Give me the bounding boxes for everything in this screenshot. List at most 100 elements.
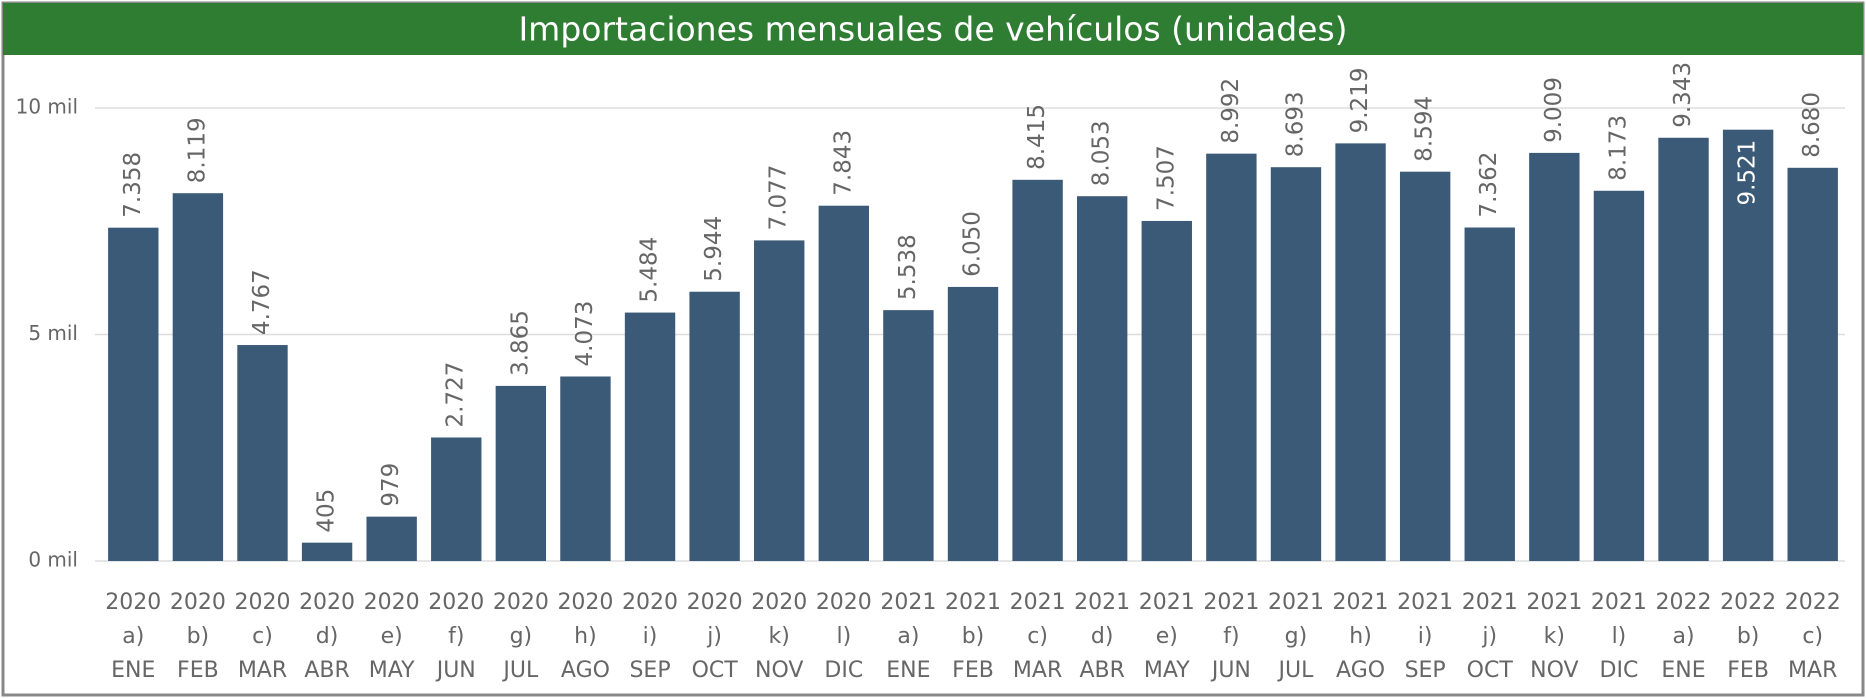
bar — [1658, 137, 1709, 562]
x-tick-label: ENE — [1661, 658, 1705, 683]
x-tick-label: MAR — [1013, 658, 1062, 683]
value-label: 9.009 — [1541, 77, 1567, 143]
value-label: 6.050 — [960, 211, 986, 277]
x-tick-label: 2021 — [1462, 590, 1518, 615]
x-tick-label: 2021 — [1203, 590, 1259, 615]
x-tick-label: 2021 — [880, 590, 936, 615]
x-tick-label: d) — [1091, 624, 1114, 649]
x-tick-label: c) — [1027, 624, 1048, 649]
x-tick-label: MAR — [1788, 658, 1837, 683]
x-tick-label: 2020 — [364, 590, 420, 615]
x-tick-label: j) — [706, 624, 722, 649]
value-label: 4.073 — [572, 301, 598, 367]
x-tick-label: MAY — [369, 658, 415, 683]
x-tick-label: JUL — [1277, 658, 1315, 683]
x-tick-label: 2021 — [1268, 590, 1324, 615]
x-tick-label: MAY — [1144, 658, 1190, 683]
y-tick-label: 5 mil — [28, 321, 78, 345]
title-bar — [3, 3, 1863, 55]
bar — [754, 240, 805, 561]
bar — [366, 516, 417, 561]
value-label: 5.538 — [895, 234, 921, 300]
x-tick-label: c) — [1802, 624, 1823, 649]
value-label: 3.865 — [507, 310, 533, 376]
x-tick-label: 2021 — [1010, 590, 1066, 615]
value-label: 8.992 — [1218, 78, 1244, 144]
x-tick-label: SEP — [1405, 658, 1446, 683]
x-tick-label: SEP — [629, 658, 670, 683]
bar — [1787, 167, 1838, 561]
x-tick-label: b) — [1737, 624, 1760, 649]
x-tick-label: DIC — [824, 658, 863, 683]
value-label: 9.521 — [1735, 140, 1761, 206]
x-tick-label: c) — [252, 624, 273, 649]
bar — [1206, 153, 1257, 561]
x-tick-label: DIC — [1600, 658, 1639, 683]
x-tick-label: i) — [643, 624, 658, 649]
chart-title: Importaciones mensuales de vehículos (un… — [518, 10, 1347, 49]
x-tick-label: k) — [769, 624, 790, 649]
x-tick-label: 2022 — [1720, 590, 1776, 615]
x-tick-label: FEB — [952, 658, 994, 683]
bar — [108, 227, 159, 561]
bar — [1722, 129, 1774, 561]
x-tick-label: 2020 — [687, 590, 743, 615]
x-tick-label: l) — [1612, 624, 1627, 649]
x-tick-label: JUN — [435, 658, 476, 683]
x-tick-label: FEB — [177, 658, 219, 683]
bar — [1593, 190, 1645, 561]
value-label: 4.767 — [249, 269, 275, 335]
x-tick-label: b) — [962, 624, 985, 649]
x-tick-label: OCT — [692, 658, 739, 683]
x-tick-label: l) — [836, 624, 851, 649]
x-tick-label: h) — [1349, 624, 1372, 649]
x-tick-label: JUN — [1210, 658, 1251, 683]
x-tick-label: a) — [897, 624, 919, 649]
x-tick-label: MAR — [238, 658, 287, 683]
x-tick-label: f) — [1223, 624, 1239, 649]
x-tick-label: a) — [1672, 624, 1694, 649]
x-tick-label: h) — [574, 624, 597, 649]
x-tick-label: 2020 — [105, 590, 161, 615]
x-tick-label: JUL — [501, 658, 539, 683]
x-tick-label: 2021 — [1139, 590, 1195, 615]
x-tick-label: 2020 — [557, 590, 613, 615]
x-tick-label: 2020 — [622, 590, 678, 615]
x-tick-label: 2021 — [945, 590, 1001, 615]
bar — [883, 310, 934, 561]
x-tick-label: b) — [187, 624, 210, 649]
x-tick-label: a) — [122, 624, 144, 649]
y-tick-label: 10 mil — [16, 95, 78, 119]
x-tick-label: ABR — [1079, 658, 1124, 683]
bar — [624, 312, 676, 561]
bar — [1270, 167, 1322, 562]
x-tick-label: OCT — [1467, 658, 1514, 683]
value-label: 7.843 — [830, 130, 856, 196]
value-label: 8.594 — [1412, 96, 1438, 162]
value-label: 8.173 — [1605, 115, 1631, 181]
x-tick-label: 2022 — [1656, 590, 1712, 615]
x-tick-label: FEB — [1727, 658, 1769, 683]
bar — [947, 286, 999, 561]
x-tick-label: NOV — [755, 658, 803, 683]
bar — [1464, 227, 1515, 561]
bar — [1399, 171, 1451, 561]
value-label: 7.358 — [120, 152, 146, 218]
bar — [237, 345, 288, 561]
x-tick-label: 2020 — [299, 590, 355, 615]
bar — [1141, 220, 1192, 561]
y-tick-label: 0 mil — [28, 548, 78, 572]
value-label: 5.484 — [637, 237, 663, 303]
bar — [495, 385, 547, 561]
bar — [689, 291, 740, 561]
x-tick-label: 2020 — [428, 590, 484, 615]
x-tick-label: NOV — [1530, 658, 1578, 683]
x-tick-label: g) — [510, 624, 533, 649]
x-tick-label: 2020 — [234, 590, 290, 615]
x-tick-label: AGO — [1336, 658, 1385, 683]
x-tick-label: 2020 — [751, 590, 807, 615]
bar — [172, 193, 224, 562]
value-label: 7.362 — [1476, 152, 1502, 218]
x-tick-label: ABR — [304, 658, 349, 683]
